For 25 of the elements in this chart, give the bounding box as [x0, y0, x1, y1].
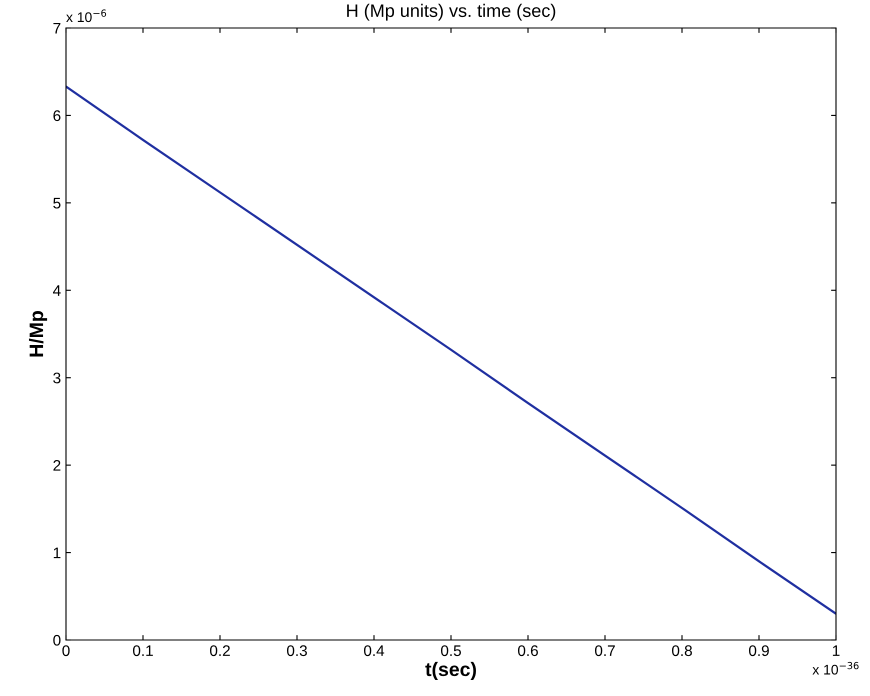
y-tick-label: 7	[53, 23, 60, 34]
chart-title: H (Mp units) vs. time (sec)	[347, 4, 556, 21]
x-axis-title: t(sec)	[425, 662, 476, 680]
y-tick-label: 6	[53, 110, 60, 122]
y-tick-label: 4	[52, 285, 61, 296]
x-tick-label: 0.8	[672, 645, 692, 656]
x-tick-label: 0.7	[594, 645, 615, 656]
x-tick-label: 0.6	[518, 645, 538, 656]
x-tick-label: 0.5	[440, 645, 461, 656]
x-tick-label: 0.9	[748, 645, 769, 656]
y-tick-label: 2	[53, 460, 60, 471]
x-tick-label: 1	[832, 645, 840, 656]
x-tick-label: 0.4	[364, 645, 384, 656]
y-tick-label: 5	[53, 198, 60, 209]
x-tick-label: 0.1	[132, 645, 153, 656]
y-tick-label: 3	[53, 372, 60, 384]
line-series	[66, 85, 836, 615]
y-tick-label: 1	[54, 548, 60, 558]
x-tick-label: 0	[62, 645, 70, 656]
text: x 10$^{−6}$	[66, 9, 106, 22]
x-tick-label: 0.2	[210, 645, 230, 656]
x-tick-label: 0.3	[286, 645, 307, 656]
y-tick-label: 0	[53, 634, 61, 646]
text: x 10$^{−36}$	[812, 662, 859, 675]
y-axis-title: H/Mp	[28, 311, 48, 356]
